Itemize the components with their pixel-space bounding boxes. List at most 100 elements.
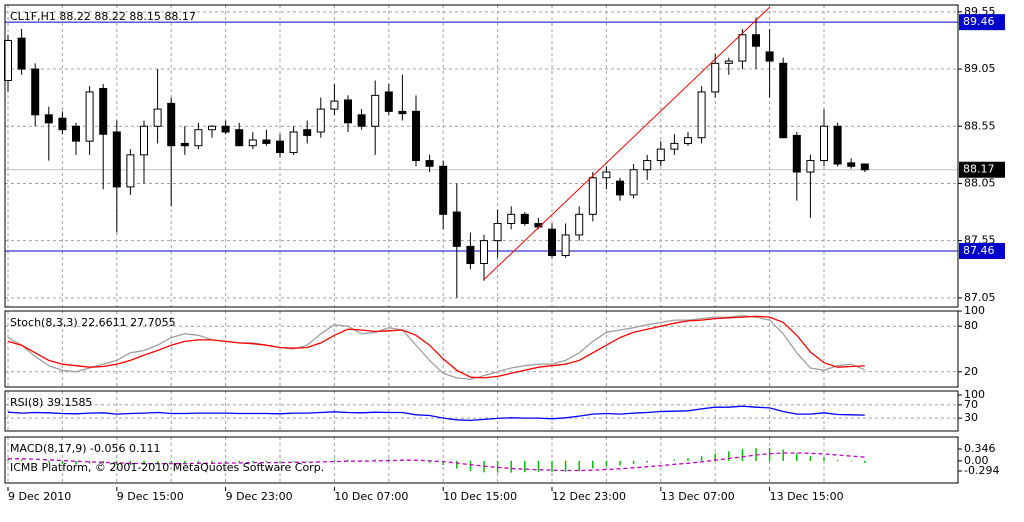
panel-title: CL1F,H1 88.22 88.22 88.15 88.17 (10, 10, 196, 23)
macd-bar (823, 457, 825, 461)
candle-body (629, 169, 638, 196)
candle-body (425, 160, 434, 167)
y-tick-label: 30 (964, 411, 978, 424)
candle-body (765, 51, 774, 62)
x-tick-label: 9 Dec 23:00 (226, 490, 293, 503)
y-tick-label: 20 (964, 365, 978, 378)
macd-bar (496, 460, 499, 473)
macd-bar (102, 460, 104, 464)
candle-body (452, 211, 461, 247)
macd-bar (170, 460, 172, 464)
y-tick-label: 0.346 (964, 442, 996, 455)
panel-frame (4, 4, 959, 308)
panel-frame (4, 436, 959, 484)
candle-body (711, 62, 720, 93)
candle-body (58, 117, 67, 131)
macd-bar (374, 459, 376, 461)
macd-bar (238, 460, 240, 463)
x-tick-label: 13 Dec 15:00 (770, 490, 844, 503)
candle-body (738, 34, 747, 62)
candle-body (507, 213, 516, 224)
panel-frame (4, 310, 959, 388)
candle-body (412, 110, 420, 162)
candle-body (167, 102, 176, 147)
macd-bar (184, 460, 186, 464)
candle-body (112, 131, 121, 188)
macd-bar (537, 460, 540, 472)
macd-bar (864, 460, 866, 463)
panel-frame (4, 390, 959, 432)
candle-body (153, 108, 162, 127)
level-label: 89.46 (963, 15, 995, 28)
macd-bar (48, 460, 50, 463)
level-label-box (959, 14, 1005, 31)
candle-body (847, 162, 856, 167)
candle-body (303, 129, 312, 136)
candle-body (4, 39, 12, 81)
candle-body (724, 60, 733, 64)
candle-body (126, 154, 135, 188)
candle-body (806, 160, 815, 173)
candle-body (221, 125, 230, 133)
candle-body (588, 177, 597, 215)
x-tick-label: 10 Dec 15:00 (443, 490, 517, 503)
macd-bar (592, 460, 594, 469)
y-tick-label: 0.00 (964, 454, 989, 467)
macd-bar (75, 460, 77, 465)
x-tick-label: 9 Dec 15:00 (117, 490, 184, 503)
macd-bar (279, 460, 281, 463)
macd-bar (292, 460, 295, 462)
candle-body (262, 139, 271, 144)
macd-bar (796, 453, 798, 461)
candle-body (140, 125, 148, 156)
current-price-box (959, 161, 1005, 178)
macd-bar (456, 460, 458, 469)
candle-body (194, 129, 203, 147)
candle-body (276, 140, 284, 154)
y-tick-label: 88.05 (964, 176, 996, 189)
y-tick-label: 87.05 (964, 291, 996, 304)
macd-bar (428, 460, 431, 463)
candle-body (493, 222, 502, 242)
indicator-line (7, 315, 865, 379)
candle-body (643, 160, 652, 171)
candle-body (248, 139, 257, 147)
macd-bar (768, 447, 771, 461)
level-label: 87.46 (963, 244, 995, 257)
y-tick-label: 88.55 (964, 119, 996, 132)
candle-body (72, 125, 80, 142)
macd-bar (836, 459, 839, 461)
candle-body (371, 94, 380, 127)
candle-body (480, 240, 488, 265)
candle-body (752, 34, 760, 47)
macd-bar (347, 459, 349, 461)
macd-signal (8, 452, 865, 472)
panel-title: RSI(8) 39.1585 (10, 396, 92, 409)
macd-bar (782, 449, 784, 461)
macd-bar (632, 460, 635, 464)
candle-body (833, 125, 842, 165)
macd-bar (687, 458, 689, 461)
candle-body (17, 37, 26, 70)
candle-body (316, 108, 325, 133)
macd-bar (646, 460, 648, 463)
macd-bar (510, 460, 512, 473)
macd-bar (524, 460, 526, 473)
macd-bar (143, 460, 145, 465)
candle-body (289, 131, 298, 154)
candle-body (616, 180, 624, 196)
x-tick-label: 10 Dec 07:00 (334, 490, 408, 503)
candle-body (697, 91, 706, 139)
candle-body (548, 228, 556, 257)
macd-bar (88, 460, 91, 464)
macd-bar (224, 460, 227, 463)
y-tick-label: 100 (964, 304, 985, 317)
x-tick-label: 9 Dec 2010 (8, 490, 71, 503)
macd-bar (211, 460, 213, 463)
macd-bar (673, 459, 676, 461)
macd-bar (714, 453, 716, 461)
macd-bar (61, 460, 64, 464)
indicator-line (7, 314, 866, 381)
